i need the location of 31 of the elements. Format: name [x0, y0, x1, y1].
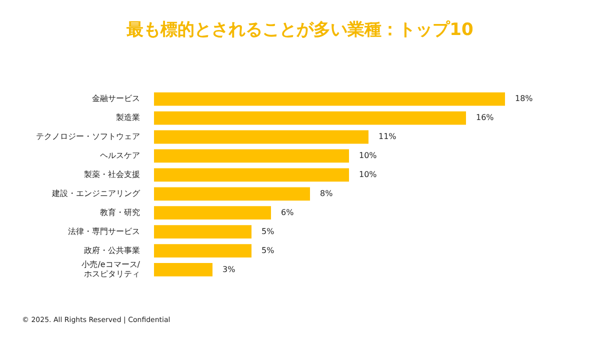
y-tick-label: 建設・エンジニアリング — [51, 188, 141, 198]
data-label: 3% — [222, 264, 236, 274]
chart-title: 最も標的とされることが多い業種：トップ10 — [126, 19, 474, 41]
data-label: 5% — [262, 246, 275, 255]
bar — [154, 187, 310, 201]
bar — [154, 263, 212, 276]
y-tick-label: ヘルスケア — [100, 151, 140, 160]
data-label: 10% — [359, 170, 378, 179]
y-tick-label: 政府・公共事業 — [84, 246, 140, 255]
data-label: 16% — [476, 113, 494, 122]
bar — [154, 111, 466, 125]
y-tick-label: 製薬・社会支援 — [84, 170, 140, 179]
bar — [154, 130, 368, 144]
bar — [154, 149, 349, 163]
bar — [154, 244, 252, 258]
data-label: 18% — [515, 94, 534, 104]
data-label: 5% — [262, 226, 275, 236]
bar — [154, 92, 505, 106]
y-tick-label: 教育・研究 — [100, 208, 140, 217]
y-tick-label: テクノロジー・ソフトウェア — [36, 132, 140, 142]
y-tick-label: 製造業 — [116, 113, 140, 122]
bar — [154, 206, 271, 220]
y-tick-label: 金融サービス — [92, 94, 140, 104]
data-label: 8% — [320, 188, 334, 198]
bar — [154, 225, 252, 238]
data-label: 6% — [281, 208, 294, 217]
y-tick-label: 法律・専門サービス — [68, 226, 140, 236]
data-label: 11% — [378, 132, 397, 142]
bar — [154, 168, 349, 182]
data-label: 10% — [359, 151, 378, 160]
y-tick-label: 小売/eコマース/ ホスピタリティ — [82, 260, 140, 279]
